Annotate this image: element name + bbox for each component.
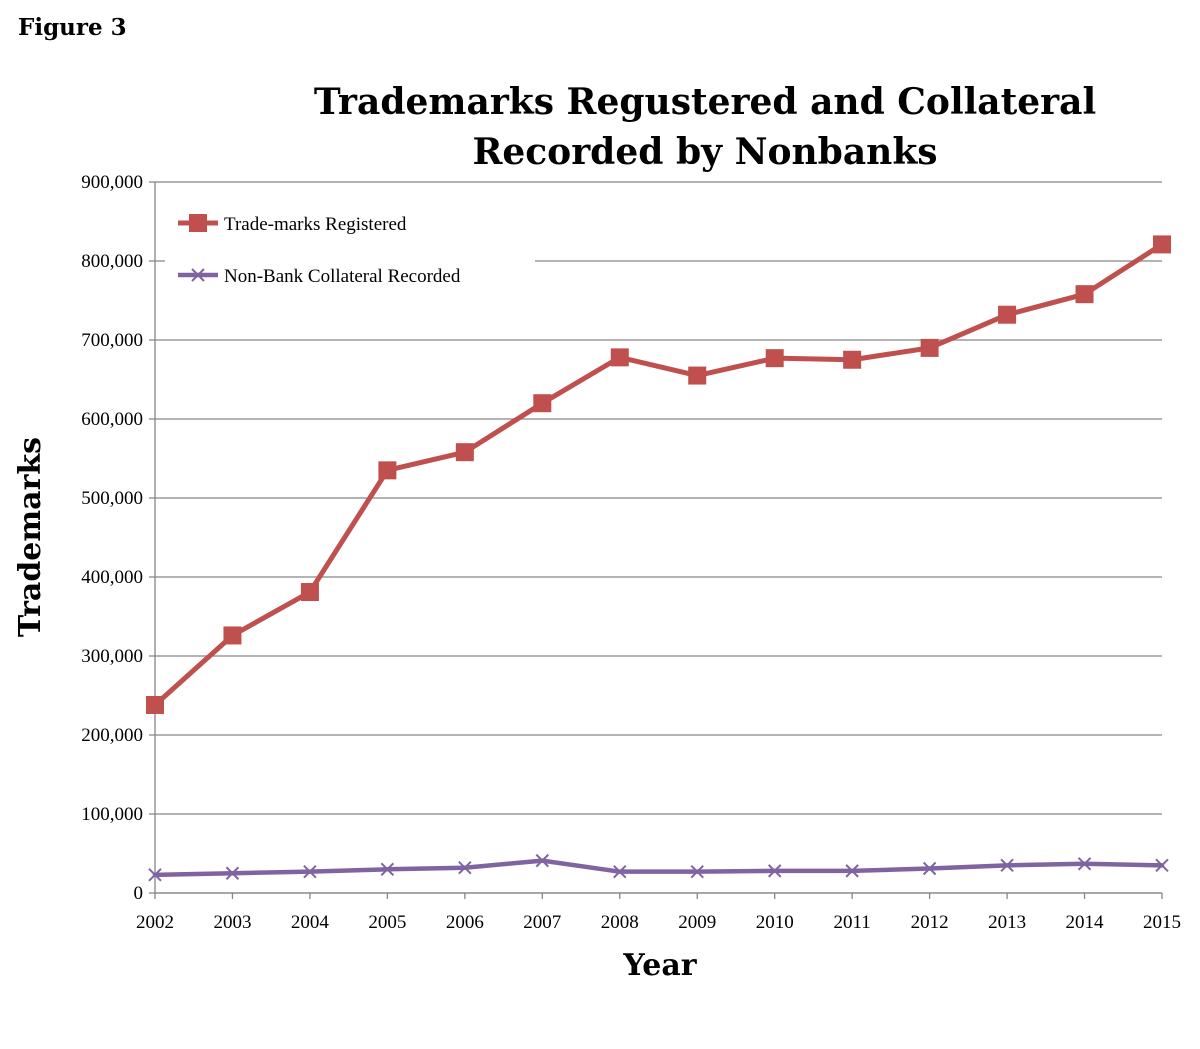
- series-2-point: [845, 864, 859, 878]
- y-tick-label: 900,000: [81, 172, 143, 193]
- chart-title-line-1: Trademarks Regustered and Collateral: [314, 81, 1096, 123]
- marker-stroke: [922, 861, 937, 876]
- x-tick-label: 2006: [446, 912, 484, 933]
- y-tick-label: 700,000: [81, 330, 143, 351]
- x-axis-title: Year: [622, 948, 697, 983]
- legend-entry-label: Non-Bank Collateral Recorded: [224, 266, 461, 287]
- series-1-line: [152, 241, 1165, 708]
- series-1-point: [223, 626, 242, 645]
- x-tick-label: 2003: [213, 912, 251, 933]
- series-1-point: [455, 443, 474, 462]
- marker-stroke: [458, 861, 472, 875]
- x-tick-label: 2008: [601, 912, 639, 933]
- marker-stroke: [303, 864, 317, 879]
- y-tick-label: 400,000: [81, 567, 143, 588]
- y-tick-label: 200,000: [81, 725, 143, 746]
- y-tick-label: 300,000: [81, 646, 143, 667]
- series-2-point: [690, 864, 704, 879]
- series-2-point: [225, 866, 240, 880]
- series-2-point: [148, 868, 162, 882]
- x-tick-label: 2007: [523, 912, 561, 933]
- series-2-point: [613, 864, 627, 879]
- series-2-point: [767, 864, 782, 878]
- series-2: [148, 853, 1169, 882]
- series-2-point: [1000, 858, 1014, 873]
- series-1-point: [300, 583, 319, 602]
- series-1-point: [610, 348, 629, 367]
- series-1-point: [146, 695, 164, 714]
- x-tick-label: 2004: [291, 912, 330, 933]
- y-tick-label: 800,000: [81, 251, 143, 272]
- series-layer: [146, 235, 1171, 882]
- series-1-point: [843, 350, 862, 369]
- series-1-point: [1153, 235, 1171, 254]
- y-axis-title: Trademarks: [13, 437, 48, 637]
- chart-title-line-2: Recorded by Nonbanks: [472, 131, 937, 173]
- marker-stroke: [767, 864, 782, 878]
- marker-stroke: [690, 864, 704, 879]
- marker-stroke: [1155, 858, 1169, 873]
- series-2-point: [1155, 858, 1169, 873]
- x-tick-label: 2005: [368, 912, 406, 933]
- series-2-point: [458, 861, 472, 875]
- x-tick-label: 2010: [756, 912, 794, 933]
- marker-stroke: [535, 853, 550, 868]
- x-tick-label: 2011: [834, 912, 871, 933]
- legend-swatch-marker: [189, 214, 207, 232]
- marker-stroke: [845, 864, 859, 878]
- series-2-point: [1077, 857, 1092, 871]
- series-1-point: [765, 349, 784, 368]
- marker-stroke: [1077, 857, 1092, 871]
- x-tick-label: 2002: [136, 912, 174, 933]
- x-tick-label: 2009: [678, 912, 716, 933]
- y-tick-label: 500,000: [81, 488, 143, 509]
- x-tick-label: 2012: [911, 912, 949, 933]
- chart-title: Trademarks Regustered and Collateral Rec…: [314, 81, 1096, 173]
- series-2-point: [922, 861, 937, 876]
- marker-stroke: [380, 862, 395, 877]
- series-1-point: [998, 305, 1017, 324]
- legend-swatch-marker: [191, 268, 205, 282]
- series-1-point: [533, 394, 552, 413]
- x-tick-label: 2015: [1143, 912, 1181, 933]
- y-tick-label: 0: [134, 883, 144, 904]
- series-2-line: [152, 858, 1165, 878]
- marker-stroke: [148, 868, 162, 882]
- series-1-point: [688, 366, 707, 385]
- x-tick-label: 2013: [988, 912, 1026, 933]
- x-axis-ticks: 2002 2003 2004 2005 2006 2007 2008 2009 2010 2011…: [136, 912, 1181, 933]
- marker-stroke: [1000, 858, 1014, 873]
- legend-entry-label: Trade-marks Registered: [224, 214, 407, 235]
- x-tick-label: 2014: [1066, 912, 1105, 933]
- series-1-point: [378, 461, 397, 480]
- series-1-point: [1075, 285, 1094, 304]
- marker-stroke: [191, 268, 205, 282]
- y-tick-label: 600,000: [81, 409, 143, 430]
- legend: Trade-marks Registered Non-Bank Collatera…: [165, 195, 535, 300]
- figure-label: Figure 3: [18, 14, 127, 41]
- series-2-point: [380, 862, 395, 877]
- series-2-point: [303, 864, 317, 879]
- marker-stroke: [613, 864, 627, 879]
- series-2-point: [535, 853, 550, 868]
- y-tick-label: 100,000: [81, 804, 143, 825]
- legend-background: [165, 195, 535, 300]
- series-1-point: [920, 338, 939, 357]
- marker-stroke: [225, 866, 240, 880]
- y-axis-ticks: 0 100,000 200,000 300,000 400,000 500,000 600,…: [81, 172, 143, 904]
- series-1: [146, 235, 1171, 714]
